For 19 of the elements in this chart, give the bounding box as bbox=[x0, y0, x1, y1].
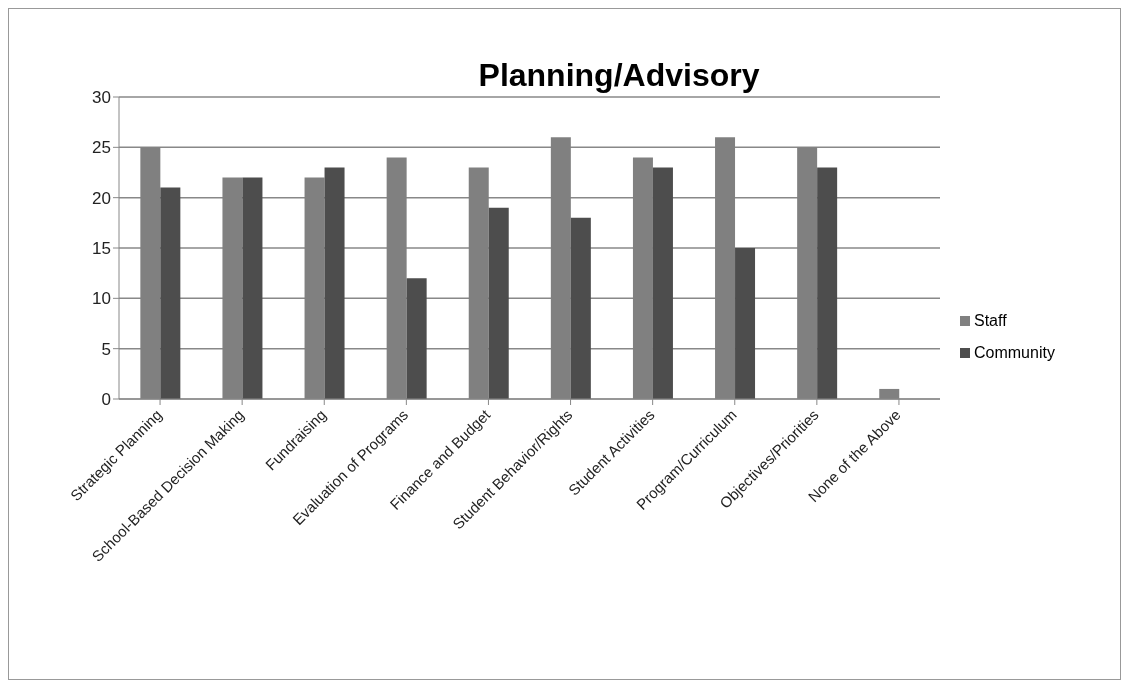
y-tick-label: 0 bbox=[101, 390, 111, 410]
bar bbox=[488, 207, 509, 399]
y-tick-label: 5 bbox=[101, 339, 111, 359]
bar bbox=[735, 248, 756, 399]
legend-label: Staff bbox=[974, 312, 1007, 330]
bar bbox=[160, 187, 181, 399]
bar bbox=[652, 167, 673, 399]
bar bbox=[242, 177, 263, 399]
bar bbox=[817, 167, 838, 399]
chart-title: Planning/Advisory bbox=[477, 57, 761, 94]
y-tick-label: 15 bbox=[92, 239, 111, 259]
y-tick-label: 30 bbox=[92, 88, 111, 108]
bar bbox=[324, 167, 345, 399]
y-tick-label: 25 bbox=[92, 138, 111, 158]
y-tick-label: 10 bbox=[92, 289, 111, 309]
bar bbox=[570, 217, 591, 399]
y-tick-label: 20 bbox=[92, 188, 111, 208]
legend-label: Community bbox=[974, 344, 1055, 362]
bar bbox=[406, 278, 427, 399]
